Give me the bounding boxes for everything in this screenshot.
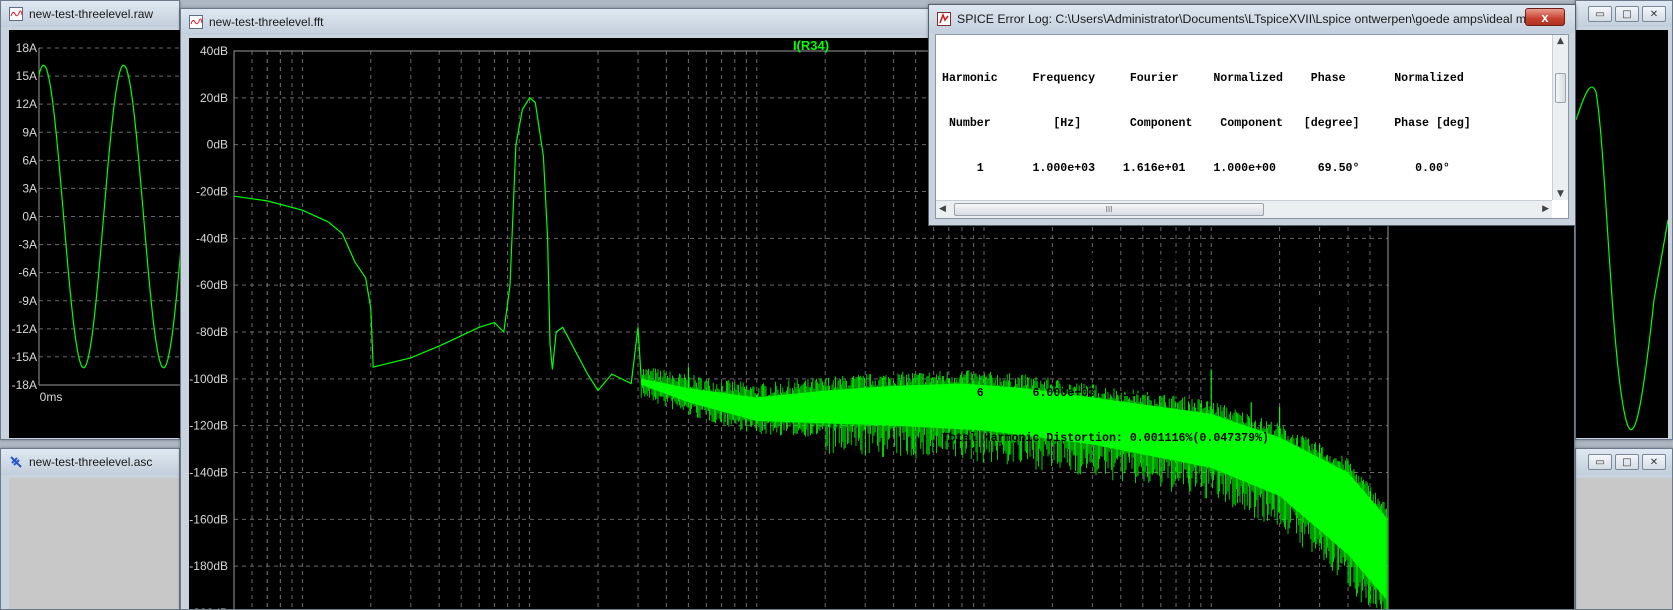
y-tick-label: -12A (12, 322, 37, 336)
close-button[interactable]: x (1525, 8, 1565, 26)
y-tick-label: -20dB (196, 185, 228, 199)
scroll-up-icon[interactable]: ▲ (1557, 36, 1564, 46)
scroll-grip-icon: III (1105, 205, 1113, 214)
asc-window: new-test-threelevel.asc (0, 448, 180, 610)
error-log-titlebar[interactable]: SPICE Error Log: C:\Users\Administrator\… (929, 5, 1575, 33)
y-tick-label: 6A (22, 153, 37, 167)
harmonic-row: 4 4.000e+03 5.738e-06 3.551e-07 66.96° -… (942, 297, 1450, 310)
y-tick-label: -3A (18, 238, 37, 252)
vertical-scroll-thumb[interactable] (1555, 73, 1566, 103)
y-tick-label: -120dB (189, 419, 228, 433)
vertical-scrollbar[interactable]: ▲ ▼ (1552, 35, 1568, 200)
error-log-window: SPICE Error Log: C:\Users\Administrator\… (928, 4, 1576, 445)
harmonic-row: 6 6.000e+03 1.369e-05 8.471e-07 148.22° … (942, 387, 1450, 400)
y-tick-label: 9A (22, 125, 37, 139)
maximize-button[interactable]: □ (1615, 454, 1639, 470)
right-lower-canvas[interactable] (1576, 478, 1672, 609)
schematic-icon (9, 455, 23, 469)
harmonic-header-line-1: Harmonic Frequency Fourier Normalized Ph… (942, 72, 1464, 85)
fft-trace-low (233, 96, 642, 392)
right-waveform (1576, 86, 1668, 431)
horizontal-scroll-thumb[interactable]: III (954, 203, 1264, 216)
y-tick-label: -15A (12, 350, 37, 364)
waveform-icon (189, 15, 203, 29)
y-tick-label: 0A (22, 210, 37, 224)
harmonic-row: 1 1.000e+03 1.616e+01 1.000e+00 69.50° 0… (942, 162, 1450, 175)
error-log-title: SPICE Error Log: C:\Users\Administrator\… (957, 12, 1542, 26)
error-log-text: Harmonic Frequency Fourier Normalized Ph… (942, 41, 1471, 476)
y-tick-label: -9A (18, 294, 37, 308)
right-window-titlebar[interactable]: ▭ □ ✕ (1576, 1, 1672, 27)
right-window: ▭ □ ✕ (1575, 0, 1673, 440)
y-tick-label: -6A (18, 266, 37, 280)
raw-waveform-trace (38, 64, 181, 369)
fft-window-title: new-test-threelevel.fft (209, 15, 324, 29)
minimize-button[interactable]: ▭ (1588, 454, 1612, 470)
y-tick-label: 20dB (200, 91, 228, 105)
harmonic-row: 5 5.000e+03 6.335e-05 3.921e-06 164.69° … (942, 342, 1450, 355)
y-tick-label: -180dB (189, 559, 228, 573)
raw-window: new-test-threelevel.raw 18A 15A 12A 9A 6A 3A 0… (0, 0, 181, 440)
right-lower-window: ▭ □ ✕ (1575, 448, 1673, 610)
minimize-button[interactable]: ▭ (1588, 6, 1612, 22)
raw-window-titlebar[interactable]: new-test-threelevel.raw (1, 1, 179, 27)
thd-line: Total Harmonic Distortion: 0.001116%(0.0… (942, 432, 1269, 445)
y-tick-label: -200dB (189, 606, 228, 609)
horizontal-scrollbar[interactable]: ◀ III ▶ (936, 200, 1552, 218)
schematic-canvas[interactable] (9, 478, 179, 609)
waveform-icon (9, 7, 23, 21)
scroll-right-icon[interactable]: ▶ (1542, 204, 1549, 214)
raw-window-title: new-test-threelevel.raw (29, 7, 154, 21)
y-tick-label: 12A (16, 97, 37, 111)
close-button[interactable]: ✕ (1642, 454, 1666, 470)
y-tick-label: -140dB (189, 466, 228, 480)
harmonic-header-line-2: Number [Hz] Component Component [degree]… (942, 117, 1471, 130)
harmonic-row: 3 3.000e+03 1.682e-04 1.041e-05 153.02° … (942, 252, 1450, 265)
y-tick-label: 18A (16, 41, 37, 55)
maximize-button[interactable]: □ (1615, 6, 1639, 22)
y-tick-label: -60dB (196, 278, 228, 292)
trace-label[interactable]: I(R34) (793, 38, 829, 53)
right-lower-titlebar[interactable]: ▭ □ ✕ (1576, 449, 1672, 475)
error-log-icon (937, 12, 951, 26)
y-tick-label: 40dB (200, 44, 228, 58)
close-button[interactable]: ✕ (1642, 6, 1666, 22)
right-plot-area[interactable] (1576, 30, 1668, 438)
scroll-left-icon[interactable]: ◀ (939, 204, 946, 214)
asc-window-title: new-test-threelevel.asc (29, 455, 153, 469)
y-tick-label: -80dB (196, 325, 228, 339)
y-tick-label: 0dB (207, 138, 228, 152)
y-tick-label: -40dB (196, 231, 228, 245)
y-tick-label: 15A (16, 69, 37, 83)
x-tick-label: 0ms (40, 390, 63, 404)
error-log-content[interactable]: Harmonic Frequency Fourier Normalized Ph… (935, 34, 1569, 445)
raw-plot-area[interactable]: 18A 15A 12A 9A 6A 3A 0A -3A -6A -9A -12A -15A -18A 0m… (9, 30, 181, 438)
fft-noise-spikes (640, 368, 1388, 609)
y-tick-label: -160dB (189, 512, 228, 526)
y-tick-label: -18A (12, 378, 37, 392)
scroll-down-icon[interactable]: ▼ (1557, 189, 1564, 199)
asc-window-titlebar[interactable]: new-test-threelevel.asc (1, 449, 179, 475)
y-tick-label: -100dB (189, 372, 228, 386)
y-tick-label: 3A (22, 181, 37, 195)
plot-frame (233, 50, 1389, 609)
